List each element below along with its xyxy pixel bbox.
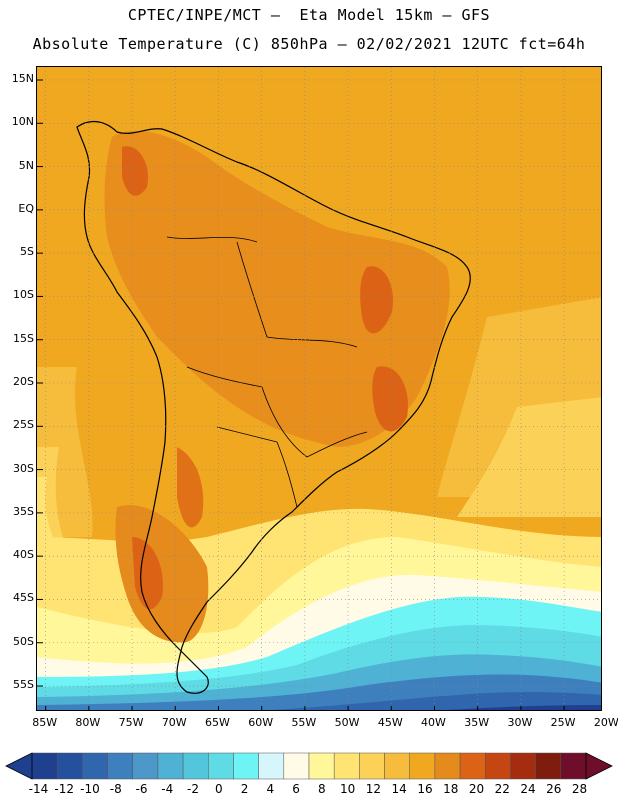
colorbar-label: -6: [135, 782, 148, 796]
lat-label: 35S: [13, 504, 34, 518]
colorbar-label: 12: [365, 782, 382, 796]
land-warm-22c: [372, 366, 408, 432]
chart-title: CPTEC/INPE/MCT – Eta Model 15km – GFS: [127, 6, 491, 24]
colorbar-cell: [233, 752, 259, 780]
colorbar-cell: [107, 752, 133, 780]
colorbar-label: -10: [80, 782, 100, 796]
lat-label: 30S: [13, 461, 34, 475]
colorbar-cell: [459, 752, 486, 780]
colorbar-cell: [208, 752, 234, 780]
andes-warm: [177, 447, 204, 528]
lon-label: 70W: [161, 716, 187, 729]
colorbar-cell: [308, 752, 335, 780]
colorbar-label: 14: [391, 782, 407, 796]
lat-label: 15S: [13, 331, 34, 345]
land-warm-20: [104, 130, 450, 447]
colorbar-cell: [157, 752, 184, 780]
colorbar-label: 18: [443, 782, 459, 796]
colorbar-label: -8: [109, 782, 122, 796]
lat-label: EQ: [18, 201, 34, 215]
lat-label: 40S: [13, 548, 34, 562]
lat-label: 10N: [11, 115, 34, 129]
colorbar-cell: [56, 752, 83, 780]
colorbar-cell: [535, 752, 562, 780]
colorbar-label: -14: [28, 782, 49, 796]
colorbar-cell: [510, 752, 536, 780]
lat-label: 45S: [13, 591, 34, 605]
land-warm-22b: [360, 266, 393, 334]
lat-label: 15N: [11, 71, 34, 85]
colorbar-label: 8: [318, 782, 326, 796]
lon-label: 80W: [75, 716, 101, 729]
colorbar-cell: [409, 752, 436, 780]
colorbar-cell: [132, 752, 159, 780]
colorbar-cell: [333, 752, 360, 780]
lat-label: 10S: [13, 288, 34, 302]
colorbar-label: -4: [161, 782, 174, 796]
grid-ticks: [37, 79, 565, 710]
colorbar: [5, 752, 613, 780]
colorbar-cell: [82, 752, 108, 780]
lon-label: 60W: [248, 716, 274, 729]
colorbar-cell: [31, 752, 58, 780]
colorbar-cell: [560, 752, 587, 780]
colorbar-label: -2: [187, 782, 200, 796]
patagonia-hot: [132, 537, 163, 610]
lon-label: 45W: [377, 716, 403, 729]
colorbar-cell: [485, 752, 511, 780]
colorbar-label: 22: [494, 782, 510, 796]
chart-subtitle: Absolute Temperature (C) 850hPa – 02/02/…: [32, 35, 586, 53]
lon-label: 25W: [550, 716, 576, 729]
triangle-left-icon: [5, 752, 33, 780]
colorbar-label: 2: [240, 782, 249, 796]
lon-label: 20W: [593, 716, 618, 729]
colorbar-label: 4: [266, 782, 275, 796]
lat-label: 25S: [13, 418, 34, 432]
colorbar-label: 0: [214, 782, 223, 796]
lon-label: 85W: [32, 716, 58, 729]
lon-label: 65W: [205, 716, 230, 729]
land-warm-22a: [122, 146, 148, 196]
colorbar-label: 24: [520, 782, 536, 796]
colorbar-label: 16: [417, 782, 433, 796]
north-ocean-band: [457, 67, 601, 187]
colorbar-cell: [384, 752, 410, 780]
country-borders: [166, 236, 368, 508]
lat-label: 20S: [13, 375, 34, 388]
map-panel: [36, 66, 602, 711]
lat-label: 5S: [20, 245, 34, 259]
lat-label: 55S: [13, 678, 34, 692]
lon-label: 55W: [291, 716, 317, 729]
triangle-right-icon: [585, 752, 613, 780]
temperature-map: [37, 67, 601, 710]
pacific-band-10: [37, 477, 53, 537]
colorbar-label: 26: [546, 782, 562, 796]
colorbar-label: 6: [292, 782, 300, 796]
south-band-m8: [272, 692, 601, 710]
colorbar-cell: [434, 752, 461, 780]
colorbar-label: 20: [468, 782, 485, 796]
continent-outline: [76, 120, 471, 694]
lon-label: 40W: [421, 716, 446, 729]
lon-label: 75W: [118, 716, 144, 729]
colorbar-label: -12: [54, 782, 74, 796]
colorbar-cell: [283, 752, 310, 780]
lon-label: 30W: [507, 716, 533, 729]
colorbar-cell: [182, 752, 209, 780]
colorbar-label: 28: [571, 782, 588, 796]
lat-label: 5N: [18, 158, 34, 172]
colorbar-cell: [359, 752, 385, 780]
lon-label: 35W: [464, 716, 490, 729]
colorbar-label: 10: [340, 782, 356, 796]
south-band-m12: [447, 705, 601, 710]
lon-label: 50W: [334, 716, 360, 729]
colorbar-cell: [258, 752, 285, 780]
colorbar-cells: [31, 752, 587, 780]
lat-label: 50S: [13, 634, 34, 648]
atlantic-band-12: [457, 397, 601, 517]
